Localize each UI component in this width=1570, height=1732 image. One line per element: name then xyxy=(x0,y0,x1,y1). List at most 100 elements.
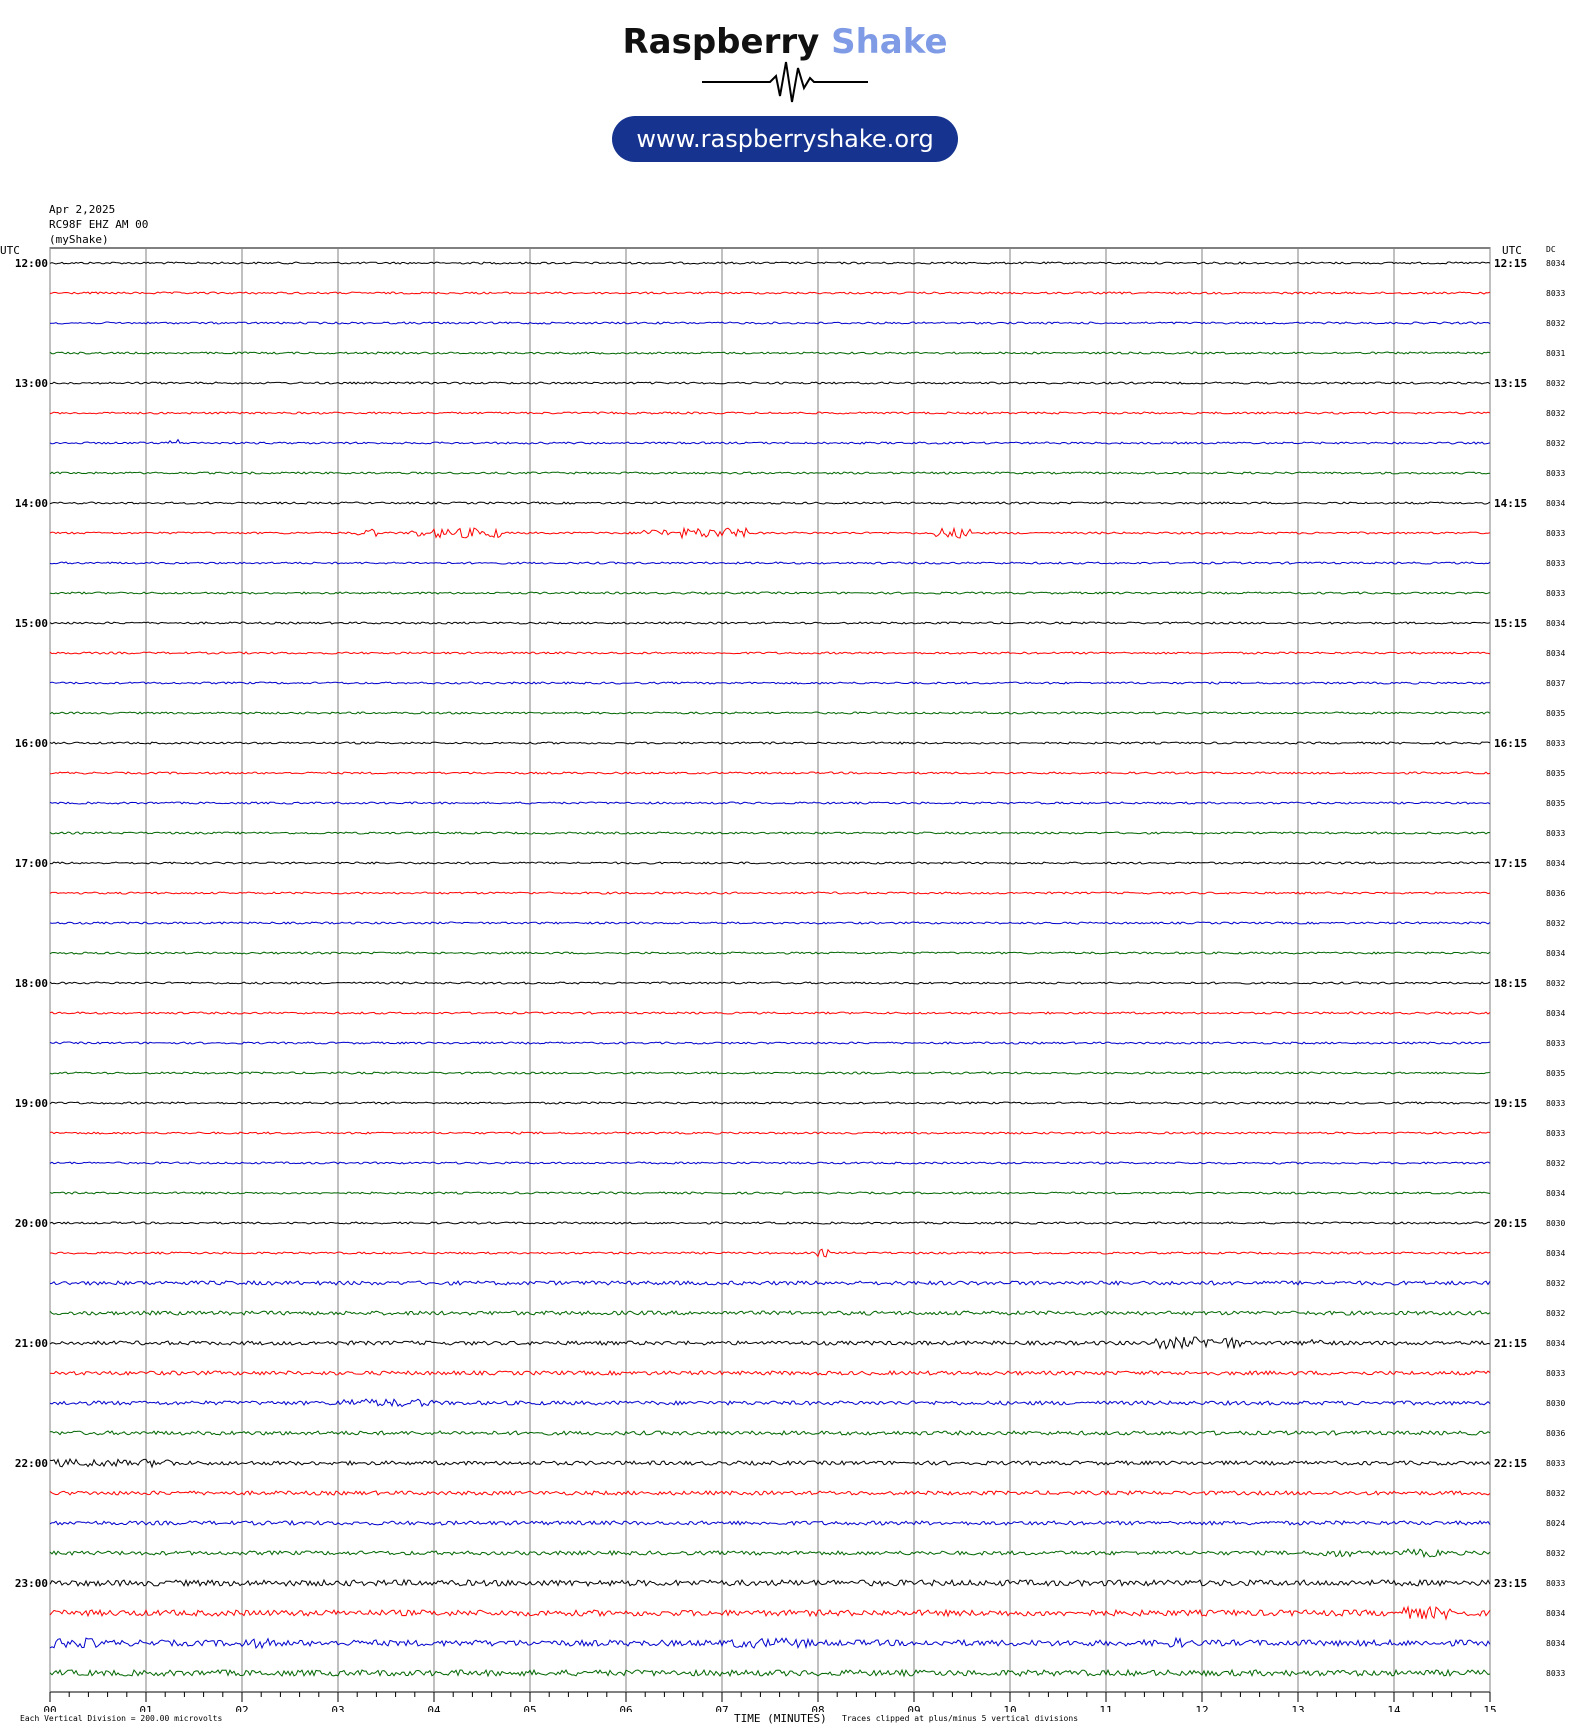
trace-line xyxy=(49,291,1491,295)
dc-value-label: 8033 xyxy=(1546,739,1565,748)
dc-value-label: 8032 xyxy=(1546,1279,1565,1288)
dc-value-label: 8031 xyxy=(1546,349,1565,358)
plot-frame xyxy=(49,247,1491,1693)
logo-brand-word1: Raspberry xyxy=(622,22,820,62)
dc-value-label: 8033 xyxy=(1546,1099,1565,1108)
footer-vertical-division: Each Vertical Division = 200.00 microvol… xyxy=(20,1714,223,1723)
dc-value-label: 8033 xyxy=(1546,1669,1565,1678)
dc-value-label: 8033 xyxy=(1546,829,1565,838)
right-hour-label: 20:15 xyxy=(1494,1217,1527,1230)
left-hour-label: 14:00 xyxy=(15,497,48,510)
left-hour-label: 20:00 xyxy=(15,1217,48,1230)
dc-value-label: 8033 xyxy=(1546,1369,1565,1378)
dc-value-label: 8036 xyxy=(1546,1429,1565,1438)
trace-line xyxy=(49,1398,1491,1408)
seismic-traces xyxy=(49,261,1491,1678)
dc-value-label: 8034 xyxy=(1546,499,1565,508)
left-hour-label: 18:00 xyxy=(15,977,48,990)
trace-line xyxy=(49,591,1491,595)
dc-value-label: 8032 xyxy=(1546,409,1565,418)
logo-seismic-wave-icon xyxy=(702,61,868,103)
trace-line xyxy=(49,1429,1491,1436)
trace-line xyxy=(49,1519,1491,1526)
dc-value-label: 8032 xyxy=(1546,919,1565,928)
x-tick-label: 07 xyxy=(715,1704,728,1712)
left-hour-label: 13:00 xyxy=(15,377,48,390)
dc-value-label: 8032 xyxy=(1546,379,1565,388)
trace-line xyxy=(49,621,1491,625)
dc-value-label: 8035 xyxy=(1546,769,1565,778)
x-tick-label: 15 xyxy=(1483,1704,1496,1712)
x-axis-title: TIME (MINUTES) xyxy=(734,1712,827,1725)
trace-line xyxy=(49,1578,1491,1588)
left-hour-label: 15:00 xyxy=(15,617,48,630)
trace-line xyxy=(49,981,1491,985)
trace-line xyxy=(49,951,1491,955)
trace-line xyxy=(49,501,1491,505)
header-owner: (myShake) xyxy=(49,233,109,246)
dc-value-label: 8033 xyxy=(1546,1039,1565,1048)
dc-label: DC xyxy=(1546,245,1556,254)
right-hour-label: 23:15 xyxy=(1494,1577,1527,1590)
trace-line xyxy=(49,1605,1491,1621)
dc-value-label: 8024 xyxy=(1546,1519,1565,1528)
trace-line xyxy=(49,1101,1491,1105)
dc-value-label: 8034 xyxy=(1546,859,1565,868)
dc-value-label: 8033 xyxy=(1546,1579,1565,1588)
left-hour-label: 19:00 xyxy=(15,1097,48,1110)
dc-value-label: 8032 xyxy=(1546,1489,1565,1498)
trace-line xyxy=(49,1161,1491,1165)
x-tick-label: 09 xyxy=(907,1704,920,1712)
dc-value-label: 8033 xyxy=(1546,529,1565,538)
dc-value-label: 8033 xyxy=(1546,1129,1565,1138)
trace-line xyxy=(49,711,1491,715)
dc-value-label: 8032 xyxy=(1546,319,1565,328)
trace-line xyxy=(49,351,1491,355)
x-tick-label: 03 xyxy=(331,1704,344,1712)
left-axis-utc-label: UTC xyxy=(0,244,20,257)
dc-value-label: 8036 xyxy=(1546,889,1565,898)
logo-title: Raspberry Shake xyxy=(0,22,1570,62)
dc-value-label: 8030 xyxy=(1546,1399,1565,1408)
trace-line xyxy=(49,1071,1491,1075)
trace-line xyxy=(49,1191,1491,1195)
dc-value-label: 8032 xyxy=(1546,979,1565,988)
dc-value-label: 8034 xyxy=(1546,949,1565,958)
trace-line xyxy=(49,741,1491,745)
trace-line xyxy=(49,861,1491,865)
dc-value-label: 8034 xyxy=(1546,1609,1565,1618)
trace-line xyxy=(50,1248,1491,1258)
right-hour-label: 15:15 xyxy=(1494,617,1527,630)
trace-line xyxy=(49,438,1491,445)
trace-line xyxy=(49,1280,1491,1286)
dc-value-label: 8037 xyxy=(1546,679,1565,688)
trace-line xyxy=(49,1131,1491,1135)
right-hour-label: 17:15 xyxy=(1494,857,1527,870)
dc-value-label: 8035 xyxy=(1546,709,1565,718)
left-hour-label: 22:00 xyxy=(15,1457,48,1470)
dc-value-label: 8033 xyxy=(1546,559,1565,568)
dc-value-label: 8033 xyxy=(1546,289,1565,298)
dc-value-label: 8035 xyxy=(1546,799,1565,808)
trace-line xyxy=(49,526,1491,540)
x-tick-label: 05 xyxy=(523,1704,536,1712)
trace-line xyxy=(49,1490,1491,1496)
x-tick-label: 08 xyxy=(811,1704,824,1712)
x-tick-label: 12 xyxy=(1195,1704,1208,1712)
header-station: RC98F EHZ AM 00 xyxy=(49,218,149,231)
dc-value-label: 8034 xyxy=(1546,1009,1565,1018)
dc-value-label: 8034 xyxy=(1546,1339,1565,1348)
dc-value-label: 8034 xyxy=(1546,259,1565,268)
trace-line xyxy=(49,1310,1491,1316)
trace-line xyxy=(49,801,1491,805)
trace-line xyxy=(49,1011,1491,1015)
trace-line xyxy=(49,471,1491,475)
axis-labels: 00 01 02 03 04 05 06 07 08 09 10 11 12 13 14 15 UTC UTC DC… xyxy=(0,244,1565,1712)
x-tick-label: 13 xyxy=(1291,1704,1304,1712)
logo-url-link[interactable]: www.raspberryshake.org xyxy=(636,125,934,153)
trace-line xyxy=(49,831,1491,835)
right-hour-label: 12:15 xyxy=(1494,257,1527,270)
dc-value-label: 8032 xyxy=(1546,1549,1565,1558)
dc-value-label: 8033 xyxy=(1546,469,1565,478)
right-hour-label: 13:15 xyxy=(1494,377,1527,390)
